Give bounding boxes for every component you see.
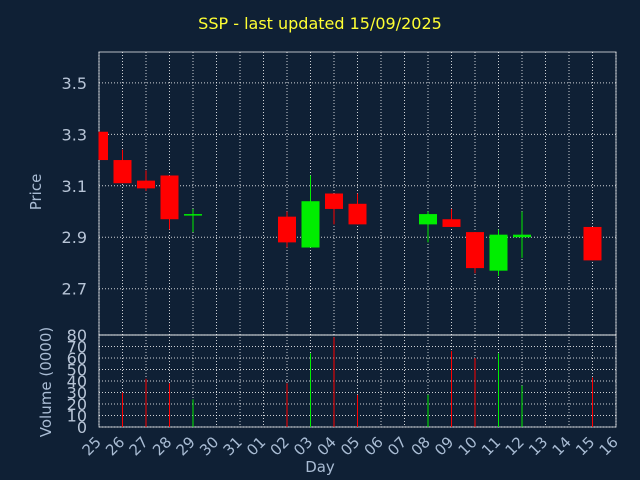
day-tick-label: 25 — [79, 433, 105, 459]
day-tick-label: 01 — [243, 433, 269, 459]
price-tick-label: 2.9 — [62, 228, 87, 247]
day-tick-label: 11 — [478, 433, 504, 459]
price-tick-label: 2.7 — [62, 280, 87, 299]
volume-tick-label: 70 — [67, 338, 87, 357]
candle-body — [301, 201, 320, 248]
day-tick-label: 13 — [525, 433, 551, 459]
candle-body — [419, 214, 437, 225]
day-tick-label: 29 — [173, 433, 199, 459]
day-tick-label: 07 — [384, 433, 410, 459]
candle-body — [489, 234, 508, 271]
day-tick-label: 05 — [337, 433, 363, 459]
day-tick-label: 14 — [549, 433, 575, 459]
candle-body — [466, 232, 484, 269]
candle-body — [137, 180, 155, 189]
volume-tick-label: 40 — [67, 372, 87, 391]
volume-tick-label: 60 — [67, 349, 87, 368]
day-tick-label: 03 — [290, 433, 316, 459]
candle-body — [583, 226, 602, 261]
candle-body — [160, 175, 179, 220]
day-tick-label: 15 — [572, 433, 598, 459]
day-tick-label: 12 — [502, 433, 528, 459]
day-tick-label: 31 — [220, 433, 246, 459]
candle-body — [113, 160, 132, 184]
candle-body — [278, 216, 296, 243]
volume-tick-label: 20 — [67, 395, 87, 414]
volume-tick-label: 10 — [67, 407, 87, 426]
candle-body — [325, 193, 343, 209]
volume-tick-label: 80 — [67, 326, 87, 345]
volume-tick-label: 50 — [67, 361, 87, 380]
candle-body — [513, 234, 531, 238]
candle-body — [442, 219, 461, 227]
day-tick-label: 06 — [361, 433, 387, 459]
day-tick-label: 09 — [431, 433, 457, 459]
day-tick-label: 02 — [267, 433, 293, 459]
volume-tick-label: 0 — [77, 418, 87, 437]
day-tick-label: 16 — [596, 433, 622, 459]
day-tick-label: 30 — [196, 433, 222, 459]
candle-body — [99, 131, 108, 161]
day-tick-label: 27 — [126, 433, 152, 459]
price-tick-label: 3.3 — [62, 125, 87, 144]
day-tick-label: 08 — [408, 433, 434, 459]
day-tick-label: 04 — [314, 433, 340, 459]
volume-tick-label: 30 — [67, 384, 87, 403]
day-axis-label: Day — [305, 458, 335, 476]
day-tick-label: 28 — [149, 433, 175, 459]
candle-body — [348, 203, 367, 225]
day-tick-label: 26 — [102, 433, 128, 459]
day-tick-label: 10 — [455, 433, 481, 459]
candle-body — [184, 214, 202, 216]
price-tick-label: 3.5 — [62, 74, 87, 93]
chart-title: SSP - last updated 15/09/2025 — [198, 14, 442, 33]
price-tick-label: 3.1 — [62, 177, 87, 196]
